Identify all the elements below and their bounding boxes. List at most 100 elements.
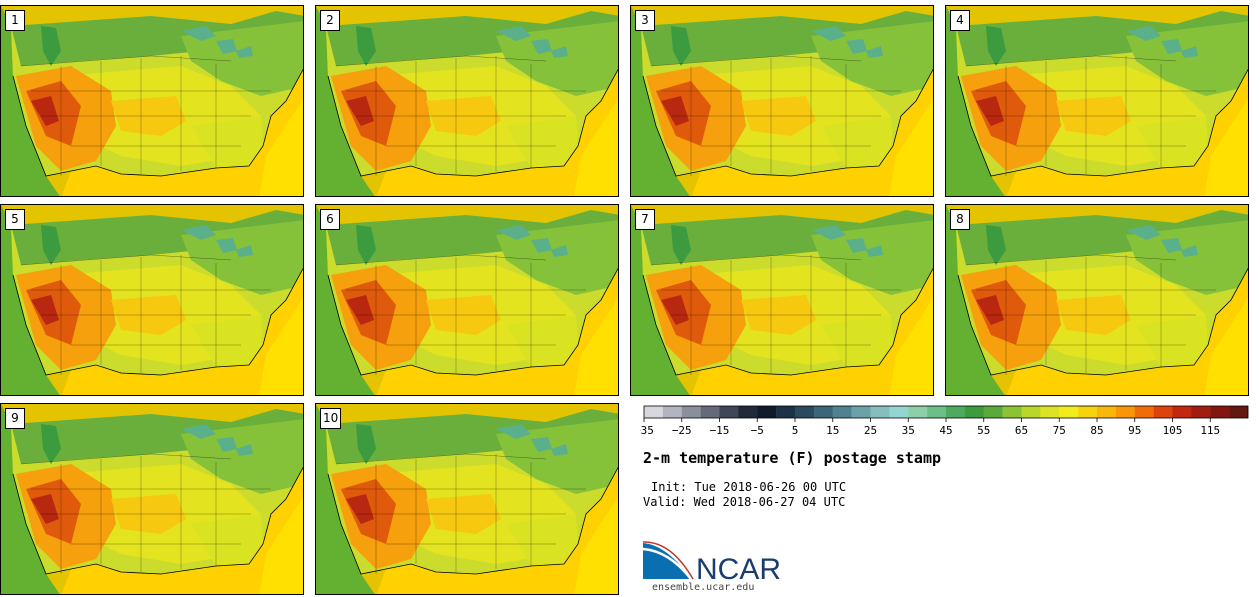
colorbar-tick-label: −15 xyxy=(710,424,730,437)
map-region-southeast-band xyxy=(821,315,893,367)
member-panel-10: 10 xyxy=(315,403,619,595)
map-region-great-lakes xyxy=(1126,26,1198,58)
map-region-rockies xyxy=(41,26,61,66)
map-region-northeast-band xyxy=(181,419,303,494)
state-borders xyxy=(335,55,586,176)
map-region-atlantic xyxy=(1204,99,1248,196)
colorbar-swatch xyxy=(719,406,739,418)
colorbar-tick-label: 45 xyxy=(939,424,952,437)
colorbar-swatch xyxy=(700,406,720,418)
ncar-logo: NCAR xyxy=(642,541,781,585)
colorbar-swatch xyxy=(1002,406,1022,418)
coastline xyxy=(957,267,1248,376)
map-region-northeast-band xyxy=(496,419,618,494)
colorbar-swatch xyxy=(644,406,664,418)
map-region-great-lakes xyxy=(496,225,568,257)
map-region-atlantic xyxy=(259,99,303,196)
member-label: 1 xyxy=(5,10,25,31)
temperature-map xyxy=(946,205,1248,395)
coastline xyxy=(957,68,1248,177)
member-panel-2: 2 xyxy=(315,5,619,197)
colorbar-swatch xyxy=(662,406,682,418)
coastline xyxy=(327,267,618,376)
map-region-pacific xyxy=(1,6,60,196)
colorbar-swatch xyxy=(851,406,871,418)
colorbar-tick-label: 85 xyxy=(1090,424,1103,437)
colorbar-swatch xyxy=(832,406,852,418)
colorbar-swatch xyxy=(776,406,796,418)
member-panel-3: 3 xyxy=(630,5,934,197)
map-region-great-lakes xyxy=(1126,225,1198,257)
state-borders xyxy=(650,254,901,375)
map-region-atlantic xyxy=(889,99,933,196)
temperature-map xyxy=(1,6,303,196)
map-region-pacific xyxy=(316,6,375,196)
map-region-southeast-band xyxy=(506,315,578,367)
colorbar-swatch xyxy=(1097,406,1117,418)
map-region-pacific xyxy=(946,205,1005,395)
map-region-pacific xyxy=(1,404,60,594)
valid-time: Valid: Wed 2018-06-27 04 UTC xyxy=(643,495,846,509)
colorbar-swatch xyxy=(946,406,966,418)
map-region-southwest-core xyxy=(346,295,374,325)
colorbar-tick-label: 55 xyxy=(977,424,990,437)
colorbar-swatch xyxy=(1021,406,1041,418)
member-label: 3 xyxy=(635,10,655,31)
colorbar: −35 −25 −15 −5 5 15 25 35 45 55 65 75 85 95 105 115 xyxy=(640,405,1249,437)
colorbar-swatch xyxy=(1172,406,1192,418)
product-title: 2-m temperature (F) postage stamp xyxy=(643,449,942,467)
member-label: 5 xyxy=(5,209,25,230)
map-region-southwest-core xyxy=(661,295,689,325)
map-region-pacific xyxy=(316,404,375,594)
colorbar-tick-label: −35 xyxy=(640,424,654,437)
map-region-pacific xyxy=(1,205,60,395)
map-region-great-lakes xyxy=(181,225,253,257)
colorbar-swatch xyxy=(1078,406,1098,418)
colorbar-tick-label: 75 xyxy=(1053,424,1066,437)
map-region-southwest-core xyxy=(346,494,374,524)
member-panel-6: 6 xyxy=(315,204,619,396)
map-region-great-lakes xyxy=(496,424,568,456)
site-url: ensemble.ucar.edu xyxy=(652,582,755,593)
colorbar-swatch xyxy=(681,406,701,418)
map-region-southwest-core xyxy=(976,96,1004,126)
colorbar-swatch xyxy=(1229,406,1249,418)
map-region-southeast-band xyxy=(191,315,263,367)
colorbar-swatch xyxy=(1059,406,1079,418)
state-borders xyxy=(335,453,586,574)
colorbar-swatch xyxy=(927,406,947,418)
member-panel-7: 7 xyxy=(630,204,934,396)
map-region-southeast-band xyxy=(191,116,263,168)
colorbar-swatch xyxy=(1134,406,1154,418)
state-borders xyxy=(20,254,271,375)
colorbar-swatch xyxy=(1153,406,1173,418)
colorbar-tick-label: −5 xyxy=(751,424,764,437)
map-region-rockies xyxy=(41,424,61,464)
map-region-rockies xyxy=(986,225,1006,265)
state-borders xyxy=(20,453,271,574)
colorbar-swatch xyxy=(738,406,758,418)
map-region-southwest-core xyxy=(976,295,1004,325)
map-region-great-lakes xyxy=(496,26,568,58)
colorbar-swatch xyxy=(1115,406,1135,418)
coastline xyxy=(327,466,618,575)
map-region-northeast-band xyxy=(496,21,618,96)
map-region-atlantic xyxy=(574,99,618,196)
coastline xyxy=(12,466,303,575)
member-panel-9: 9 xyxy=(0,403,304,595)
member-panel-5: 5 xyxy=(0,204,304,396)
map-region-northeast-band xyxy=(181,220,303,295)
map-region-southeast-band xyxy=(1136,116,1208,168)
map-region-atlantic xyxy=(259,497,303,594)
member-label: 6 xyxy=(320,209,340,230)
temperature-map xyxy=(316,205,618,395)
colorbar-tick-label: 65 xyxy=(1015,424,1028,437)
map-region-northeast-band xyxy=(181,21,303,96)
map-region-northeast-band xyxy=(811,21,933,96)
init-time: Init: Tue 2018-06-26 00 UTC xyxy=(651,480,847,494)
colorbar-swatch xyxy=(813,406,833,418)
map-region-pacific xyxy=(631,205,690,395)
ncar-logo-swoosh xyxy=(642,547,692,580)
member-label: 9 xyxy=(5,408,25,429)
member-label: 4 xyxy=(950,10,970,31)
